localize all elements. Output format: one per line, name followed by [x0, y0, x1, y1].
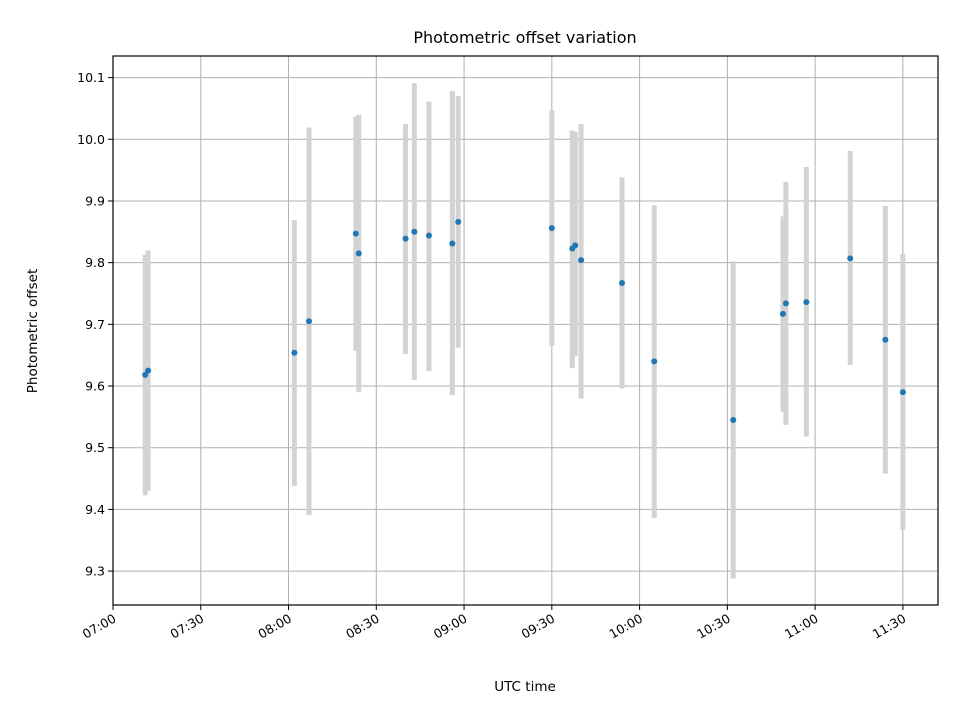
data-point [779, 310, 786, 317]
data-point [145, 367, 152, 374]
y-tick-label: 9.3 [85, 564, 105, 579]
y-axis: 9.3 9.4 9.5 9.6 9.7 9.8 9.9 10.0 10.1 [77, 70, 113, 579]
data-point [651, 358, 658, 365]
y-axis-title: Photometric offset [25, 269, 41, 393]
data-point [142, 371, 149, 378]
y-tick-label: 10.1 [77, 70, 105, 85]
data-point [572, 242, 579, 249]
data-point [425, 232, 432, 239]
data-point [782, 300, 789, 307]
data-point [899, 389, 906, 396]
y-tick-label: 9.4 [85, 502, 105, 517]
data-point [352, 230, 359, 237]
data-point [847, 255, 854, 262]
y-tick-label: 9.6 [85, 379, 105, 394]
data-point [355, 250, 362, 257]
plot-frame [112, 55, 939, 606]
data-point [455, 218, 462, 225]
data-point [619, 280, 626, 287]
y-tick-label: 10.0 [77, 132, 105, 147]
data-point [411, 228, 418, 235]
chart-title: Photometric offset variation [413, 28, 636, 47]
y-tick-label: 9.8 [85, 255, 105, 270]
y-tick-label: 9.9 [85, 193, 105, 208]
data-point [291, 349, 298, 356]
y-tick-label: 9.5 [85, 440, 105, 455]
data-point [402, 235, 409, 242]
data-point [548, 225, 555, 232]
data-point [803, 299, 810, 306]
data-points [142, 218, 906, 423]
x-axis-title: UTC time [494, 679, 556, 695]
data-point [578, 257, 585, 264]
data-point [730, 416, 737, 423]
data-point [306, 318, 313, 325]
data-point [449, 240, 456, 247]
data-point [882, 336, 889, 343]
y-tick-label: 9.7 [85, 317, 105, 332]
